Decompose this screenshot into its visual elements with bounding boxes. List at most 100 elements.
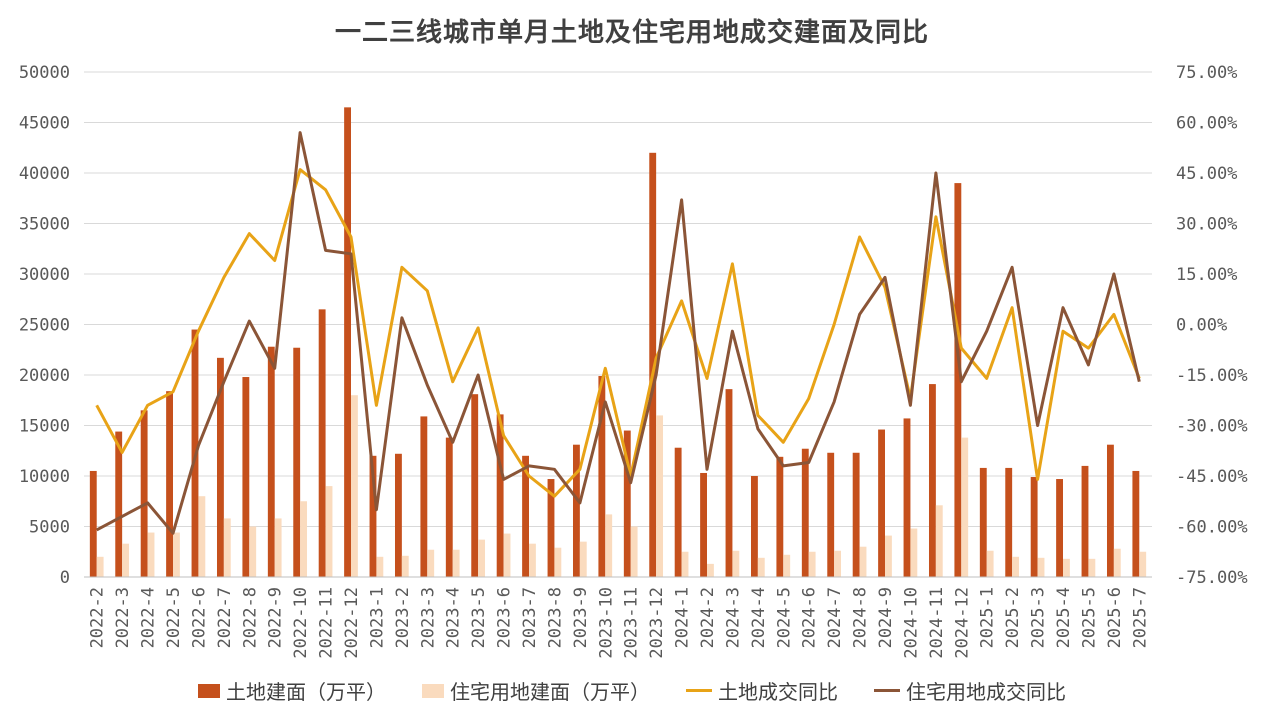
x-tick-label: 2023-9 <box>571 587 591 648</box>
bar-residential-area <box>452 549 460 577</box>
bar-land-area <box>344 107 351 577</box>
bar-land-area <box>979 467 987 577</box>
x-tick-label: 2022-3 <box>113 587 133 648</box>
bar-land-area <box>903 418 911 577</box>
x-tick-label: 2022-8 <box>240 587 260 648</box>
legend-swatch-land-yoy <box>686 689 712 692</box>
bar-residential-area <box>147 532 155 577</box>
x-tick-label: 2023-8 <box>545 587 565 648</box>
bar-residential-area <box>732 550 740 577</box>
bar-layer <box>89 107 1147 578</box>
x-tick-label: 2025-3 <box>1029 587 1049 648</box>
bar-residential-area <box>630 526 638 577</box>
y-right-tick-label: -75.00% <box>1176 568 1248 588</box>
x-tick-label: 2024-4 <box>749 587 769 648</box>
bar-residential-area <box>579 541 587 577</box>
bar-land-area <box>471 394 479 577</box>
legend-label-residential-yoy: 住宅用地成交同比 <box>906 680 1066 704</box>
bar-residential-area <box>554 547 562 577</box>
bar-land-area <box>445 437 453 577</box>
y-left-tick-label: 15000 <box>19 417 70 437</box>
bar-residential-area <box>834 550 842 577</box>
bar-land-area <box>318 309 326 577</box>
bar-residential-area <box>478 539 486 577</box>
x-tick-label: 2023-4 <box>444 587 464 648</box>
bar-land-area <box>598 376 606 577</box>
legend-label-land-area: 土地建面（万平） <box>226 680 386 704</box>
grid-layer <box>84 71 1152 578</box>
bar-residential-area <box>681 551 689 577</box>
bar-land-area <box>623 430 631 577</box>
bar-land-area <box>1030 477 1038 577</box>
bar-land-area <box>1081 465 1089 577</box>
bar-residential-area <box>503 533 511 577</box>
legend-item-residential-area: 住宅用地建面（万平） <box>422 676 650 705</box>
bar-residential-area <box>96 556 104 577</box>
legend-swatch-residential-area <box>422 683 444 698</box>
bar-land-area <box>1132 470 1140 577</box>
x-tick-label: 2024-5 <box>774 587 794 648</box>
y-left-tick-label: 25000 <box>19 316 70 336</box>
bar-residential-area <box>859 546 867 577</box>
bar-land-area <box>725 389 733 577</box>
bar-residential-area <box>1063 558 1070 577</box>
bar-land-area <box>954 183 962 577</box>
x-tick-label: 2024-6 <box>800 587 820 648</box>
x-tick-label: 2023-11 <box>622 587 642 659</box>
bar-residential-area <box>274 518 282 577</box>
bar-land-area <box>293 347 301 577</box>
y-right-tick-label: 30.00% <box>1176 215 1237 235</box>
bar-residential-area <box>249 526 257 577</box>
x-tick-label: 2022-2 <box>88 587 108 648</box>
bar-residential-area <box>935 505 943 577</box>
bar-land-area <box>1005 467 1013 577</box>
x-tick-label: 2022-7 <box>215 587 235 648</box>
bar-residential-area <box>656 415 664 577</box>
legend-swatch-land-area <box>198 683 220 698</box>
x-tick-label: 2022-9 <box>266 587 286 648</box>
x-tick-label: 2023-10 <box>596 587 616 659</box>
y-right-tick-label: -15.00% <box>1176 366 1248 386</box>
bar-land-area <box>750 476 758 577</box>
bar-residential-area <box>605 514 613 577</box>
x-tick-label: 2024-1 <box>673 587 693 648</box>
bar-land-area <box>140 410 148 577</box>
bar-residential-area <box>427 549 435 577</box>
bar-residential-area <box>122 543 130 577</box>
bar-residential-area <box>198 496 206 577</box>
bar-land-area <box>369 455 377 577</box>
legend-label-residential-area: 住宅用地建面（万平） <box>450 680 650 704</box>
y-right-tick-label: 75.00% <box>1176 63 1237 83</box>
x-tick-label: 2025-7 <box>1130 587 1150 648</box>
legend-item-residential-yoy: 住宅用地成交同比 <box>874 676 1066 705</box>
bar-land-area <box>267 346 275 577</box>
bar-residential-area <box>376 556 384 577</box>
bar-land-area <box>649 152 657 578</box>
x-tick-label: 2023-7 <box>520 587 540 648</box>
bar-residential-area <box>351 395 358 577</box>
bar-land-area <box>420 416 428 577</box>
axis-layer: 0 5000 10000 15000 20000 25000 30000 35000 40000… <box>19 63 1248 659</box>
y-left-tick-label: 35000 <box>19 215 70 235</box>
bar-residential-area <box>401 555 409 577</box>
y-left-tick-label: 20000 <box>19 366 70 386</box>
x-tick-label: 2023-3 <box>418 587 438 648</box>
x-tick-label: 2024-2 <box>698 587 718 648</box>
bar-residential-area <box>173 532 180 577</box>
x-tick-label: 2023-1 <box>367 587 387 648</box>
y-right-tick-label: 60.00% <box>1176 114 1237 134</box>
bar-residential-area <box>783 554 791 577</box>
x-tick-label: 2025-6 <box>1105 587 1125 648</box>
bar-land-area <box>216 357 224 577</box>
x-tick-label: 2025-1 <box>978 587 998 648</box>
bar-land-area <box>166 391 173 577</box>
x-tick-label: 2022-5 <box>164 587 184 648</box>
bar-residential-area <box>986 550 994 577</box>
bar-land-area <box>547 479 555 577</box>
bar-land-area <box>496 414 504 577</box>
bar-residential-area <box>808 551 816 577</box>
x-tick-label: 2025-5 <box>1079 587 1099 648</box>
legend: 土地建面（万平） 住宅用地建面（万平） 土地成交同比 住宅用地成交同比 <box>0 676 1264 705</box>
x-tick-label: 2025-4 <box>1054 587 1074 648</box>
